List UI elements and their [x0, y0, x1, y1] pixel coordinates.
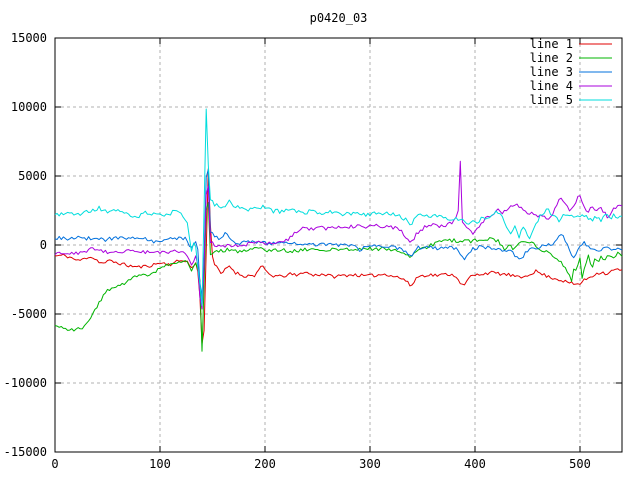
legend-label: line 2 — [530, 51, 573, 65]
x-tick-label: 200 — [254, 457, 276, 471]
series-line-4 — [54, 160, 623, 310]
y-tick-label: -15000 — [4, 445, 47, 459]
chart-title: p0420_03 — [309, 11, 368, 25]
legend-label: line 3 — [530, 65, 573, 79]
y-tick-label: -10000 — [4, 376, 47, 390]
x-tick-label: 400 — [464, 457, 486, 471]
y-tick-label: 10000 — [11, 100, 47, 114]
y-tick-label: 15000 — [11, 31, 47, 45]
legend-label: line 4 — [530, 79, 573, 93]
series-line-1 — [54, 168, 623, 345]
y-tick-label: 5000 — [18, 169, 47, 183]
legend-label: line 1 — [530, 37, 573, 51]
y-tick-label: 0 — [40, 238, 47, 252]
series-line-2 — [54, 201, 623, 352]
x-tick-label: 300 — [359, 457, 381, 471]
x-tick-label: 0 — [51, 457, 58, 471]
series-line-3 — [54, 169, 623, 298]
x-tick-label: 100 — [149, 457, 171, 471]
x-tick-label: 500 — [569, 457, 591, 471]
legend-label: line 5 — [530, 93, 573, 107]
y-tick-label: -5000 — [11, 307, 47, 321]
series-line-5 — [54, 108, 622, 307]
